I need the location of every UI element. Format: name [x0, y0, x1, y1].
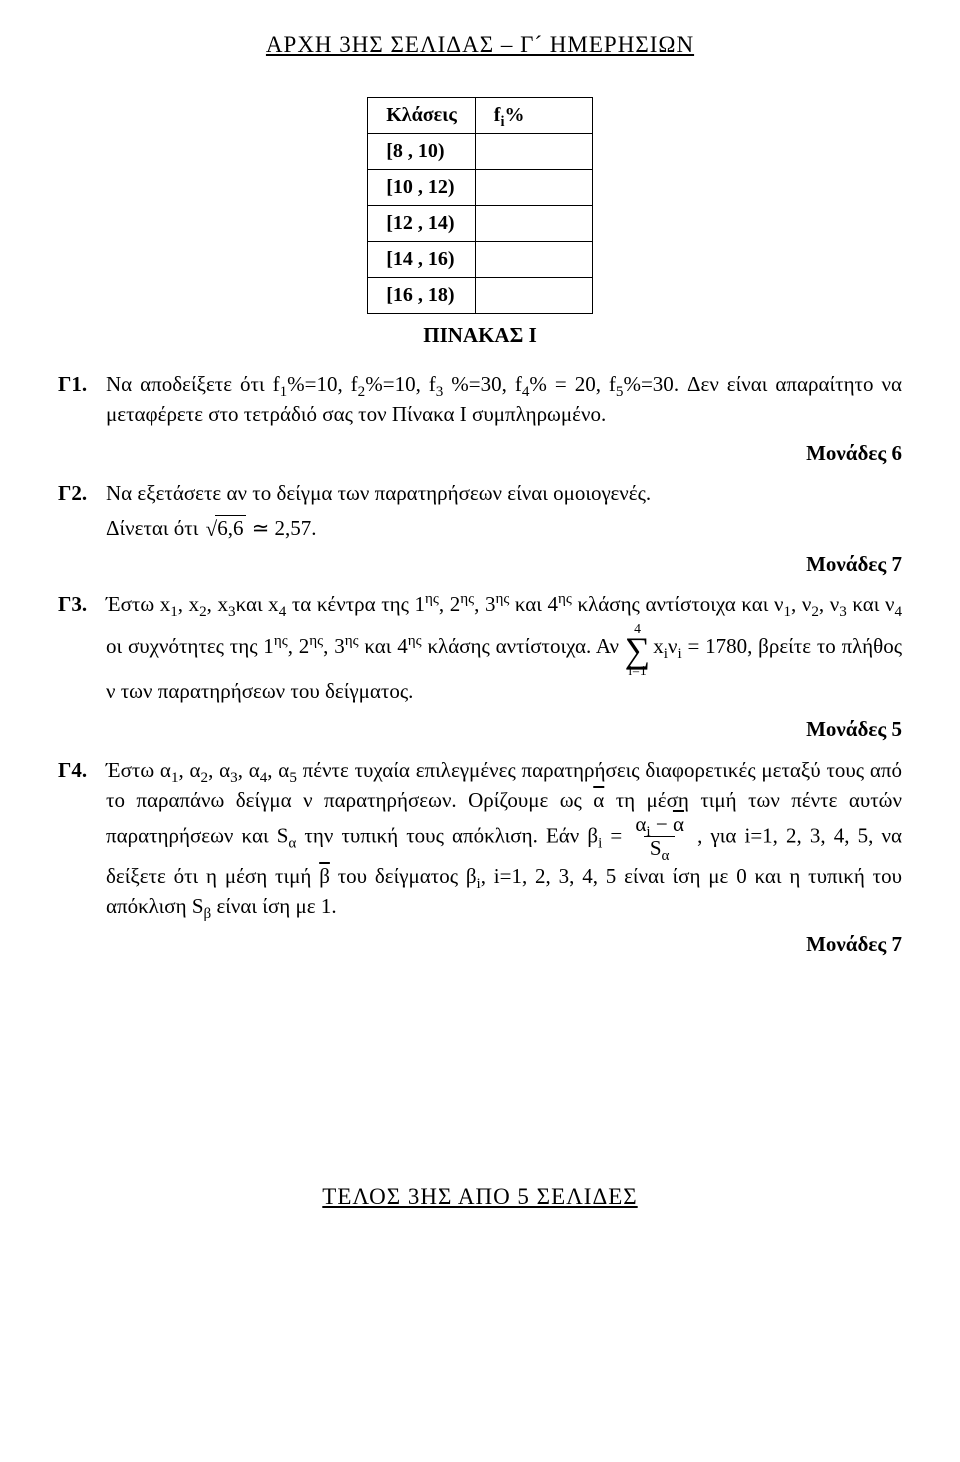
table-row: [16 , 18) [368, 278, 593, 314]
item-body-g1: Να αποδείξετε ότι f1%=10, f2%=10, f3 %=3… [106, 369, 902, 430]
item-label-g1: Γ1. [58, 369, 106, 399]
item-body-g4: Έστω α1, α2, α3, α4, α5 πέντε τυχαία επι… [106, 755, 902, 922]
item-g4: Γ4. Έστω α1, α2, α3, α4, α5 πέντε τυχαία… [58, 755, 902, 922]
sigma-icon: 4 ∑ i=1 [625, 622, 650, 678]
table-row: [12 , 14) [368, 206, 593, 242]
table-caption: ΠΙΝΑΚΑΣ Ι [58, 320, 902, 350]
hint-g2: Δίνεται ότι 6,6 ≃ 2,57. [106, 513, 902, 543]
fraction: αi − α Sα [632, 813, 687, 858]
points-g2: Μονάδες 7 [58, 549, 902, 579]
item-body-g3: Έστω x1, x2, x3και x4 τα κέντρα της 1ης,… [106, 589, 902, 706]
table-head-classes: Κλάσεις [368, 98, 476, 134]
page-header: ΑΡΧΗ 3ΗΣ ΣΕΛΙΔΑΣ – Γ´ ΗΜΕΡΗΣΙΩΝ [58, 28, 902, 61]
item-g2: Γ2. Να εξετάσετε αν το δείγμα των παρατη… [58, 478, 902, 508]
page-footer: ΤΕΛΟΣ 3ΗΣ ΑΠΟ 5 ΣΕΛΙΔΕΣ [58, 1180, 902, 1213]
table-row: [14 , 16) [368, 242, 593, 278]
table-row: [10 , 12) [368, 170, 593, 206]
item-label-g3: Γ3. [58, 589, 106, 619]
table-row: [8 , 10) [368, 134, 593, 170]
item-body-g2: Να εξετάσετε αν το δείγμα των παρατηρήσε… [106, 478, 902, 508]
item-g1: Γ1. Να αποδείξετε ότι f1%=10, f2%=10, f3… [58, 369, 902, 430]
points-g3: Μονάδες 5 [58, 714, 902, 744]
item-label-g4: Γ4. [58, 755, 106, 785]
item-g3: Γ3. Έστω x1, x2, x3και x4 τα κέντρα της … [58, 589, 902, 706]
points-g4: Μονάδες 7 [58, 929, 902, 959]
table-head-fi: fi% [475, 98, 592, 134]
points-g1: Μονάδες 6 [58, 438, 902, 468]
classes-table: Κλάσεις fi% [8 , 10) [10 , 12) [12 , 14)… [367, 97, 593, 314]
item-label-g2: Γ2. [58, 478, 106, 508]
